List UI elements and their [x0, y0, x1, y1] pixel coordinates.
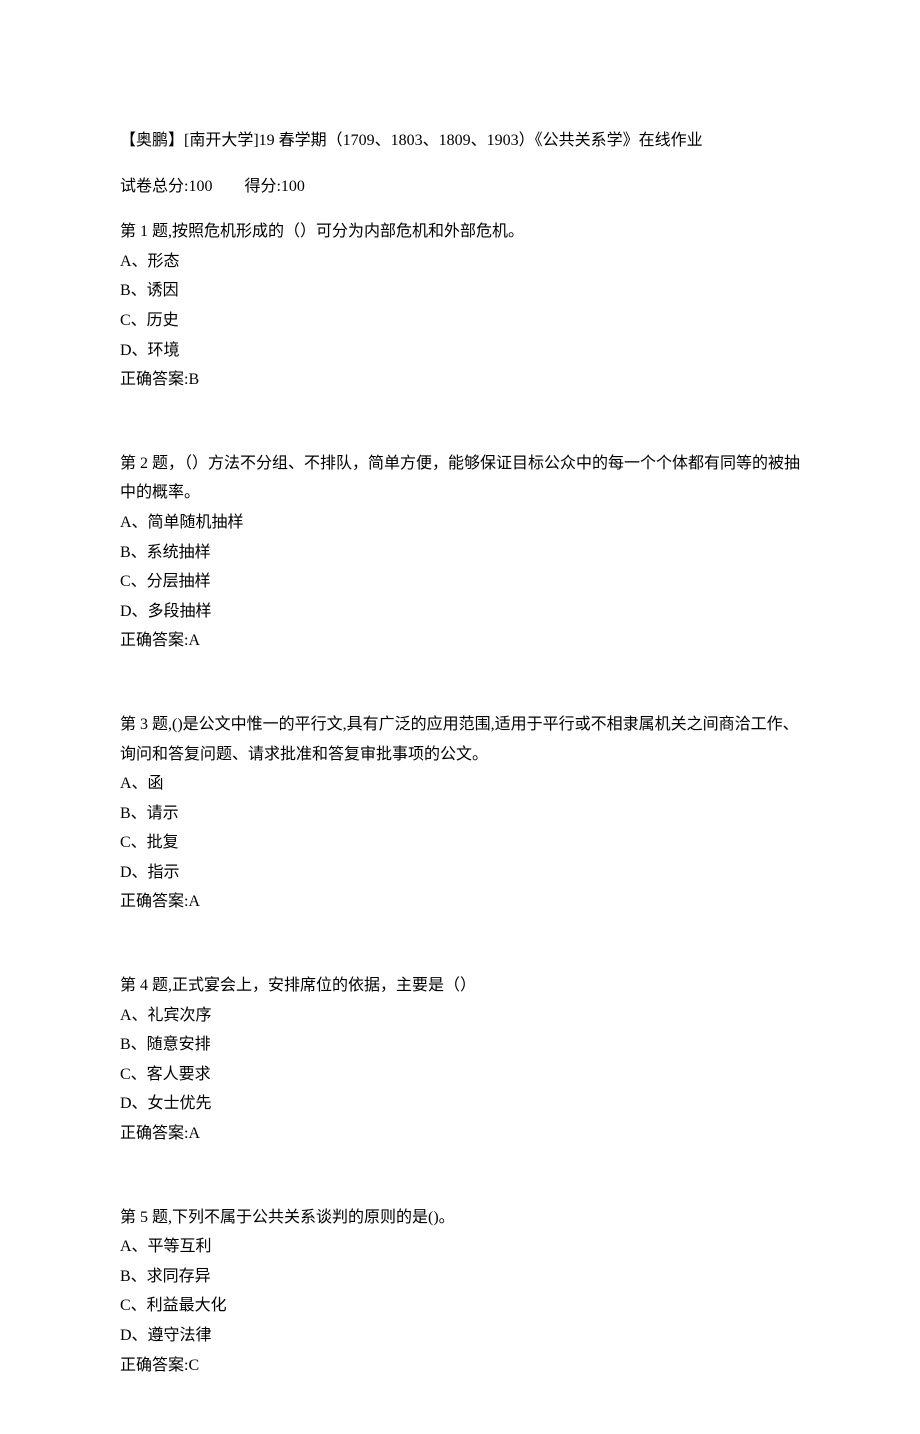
questions-container: 第 1 题,按照危机形成的（）可分为内部危机和外部危机。A、形态B、诱因C、历史…	[120, 217, 800, 1380]
score-got: 得分:100	[244, 178, 304, 195]
question-block: 第 5 题,下列不属于公共关系谈判的原则的是()。A、平等互利B、求同存异C、利…	[120, 1203, 800, 1381]
question-block: 第 1 题,按照危机形成的（）可分为内部危机和外部危机。A、形态B、诱因C、历史…	[120, 217, 800, 395]
question-stem: 第 4 题,正式宴会上，安排席位的依据，主要是（）	[120, 971, 800, 1001]
question-option: B、随意安排	[120, 1030, 800, 1060]
document-title: 【奥鹏】[南开大学]19 春学期（1709、1803、1809、1903）《公共…	[120, 126, 800, 156]
question-answer: 正确答案:A	[120, 887, 800, 917]
question-option: D、环境	[120, 336, 800, 366]
question-option: A、函	[120, 769, 800, 799]
question-block: 第 2 题，（）方法不分组、不排队，简单方便，能够保证目标公众中的每一个个体都有…	[120, 449, 800, 656]
question-option: B、系统抽样	[120, 538, 800, 568]
question-block: 第 3 题,()是公文中惟一的平行文,具有广泛的应用范围,适用于平行或不相隶属机…	[120, 710, 800, 917]
score-total: 试卷总分:100	[120, 178, 212, 195]
question-option: C、利益最大化	[120, 1291, 800, 1321]
question-option: C、批复	[120, 828, 800, 858]
question-option: A、形态	[120, 247, 800, 277]
question-option: C、历史	[120, 306, 800, 336]
document-header: 【奥鹏】[南开大学]19 春学期（1709、1803、1809、1903）《公共…	[120, 126, 800, 201]
question-option: A、礼宾次序	[120, 1001, 800, 1031]
question-option: B、诱因	[120, 276, 800, 306]
question-option: A、简单随机抽样	[120, 508, 800, 538]
question-option: B、请示	[120, 799, 800, 829]
question-option: C、客人要求	[120, 1060, 800, 1090]
question-option: D、女士优先	[120, 1089, 800, 1119]
question-stem: 第 3 题,()是公文中惟一的平行文,具有广泛的应用范围,适用于平行或不相隶属机…	[120, 710, 800, 769]
question-option: A、平等互利	[120, 1232, 800, 1262]
question-option: D、遵守法律	[120, 1321, 800, 1351]
question-answer: 正确答案:B	[120, 365, 800, 395]
question-option: D、多段抽样	[120, 597, 800, 627]
question-stem: 第 5 题,下列不属于公共关系谈判的原则的是()。	[120, 1203, 800, 1233]
question-option: B、求同存异	[120, 1262, 800, 1292]
question-answer: 正确答案:A	[120, 1119, 800, 1149]
question-stem: 第 1 题,按照危机形成的（）可分为内部危机和外部危机。	[120, 217, 800, 247]
score-line: 试卷总分:100 得分:100	[120, 172, 800, 202]
question-option: C、分层抽样	[120, 567, 800, 597]
question-option: D、指示	[120, 858, 800, 888]
question-stem: 第 2 题，（）方法不分组、不排队，简单方便，能够保证目标公众中的每一个个体都有…	[120, 449, 800, 508]
question-block: 第 4 题,正式宴会上，安排席位的依据，主要是（）A、礼宾次序B、随意安排C、客…	[120, 971, 800, 1149]
question-answer: 正确答案:C	[120, 1351, 800, 1381]
question-answer: 正确答案:A	[120, 626, 800, 656]
